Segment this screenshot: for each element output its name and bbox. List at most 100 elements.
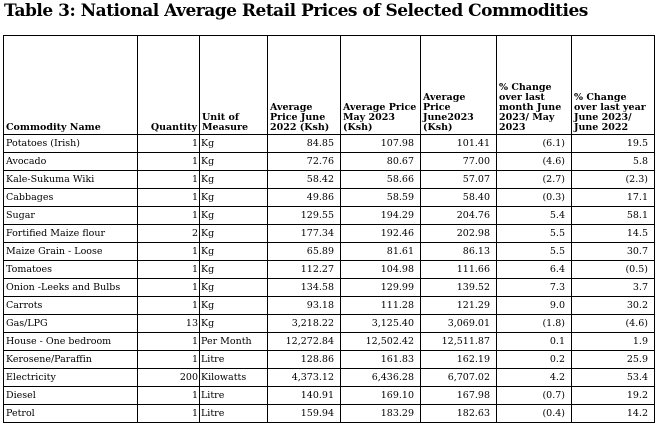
cell-unit: Kg bbox=[199, 224, 268, 243]
cell-pct-change-month: 4.2 bbox=[496, 368, 572, 387]
cell-pct-change-year: 5.8 bbox=[571, 152, 655, 171]
cell-pct-change-year: 17.1 bbox=[571, 188, 655, 207]
cell-price-may-2023: 192.46 bbox=[340, 224, 421, 243]
cell-price-june-2022: 49.86 bbox=[267, 188, 341, 207]
cell-commodity-name: Petrol bbox=[3, 404, 138, 423]
cell-pct-change-year: 3.7 bbox=[571, 278, 655, 297]
cell-price-june-2023: 121.29 bbox=[420, 296, 497, 315]
cell-pct-change-month: 9.0 bbox=[496, 296, 572, 315]
cell-price-june-2022: 129.55 bbox=[267, 206, 341, 225]
cell-commodity-name: Tomatoes bbox=[3, 260, 138, 279]
table-row: House - One bedroom 1 Per Month 12,272.84 12… bbox=[3, 332, 655, 351]
cell-price-june-2023: 58.40 bbox=[420, 188, 497, 207]
cell-price-june-2023: 101.41 bbox=[420, 134, 497, 153]
cell-quantity: 2 bbox=[137, 224, 200, 243]
cell-price-june-2022: 84.85 bbox=[267, 134, 341, 153]
cell-pct-change-month: (2.7) bbox=[496, 170, 572, 189]
cell-price-june-2023: 162.19 bbox=[420, 350, 497, 369]
cell-quantity: 1 bbox=[137, 134, 200, 153]
cell-commodity-name: Carrots bbox=[3, 296, 138, 315]
cell-pct-change-year: 25.9 bbox=[571, 350, 655, 369]
cell-price-june-2023: 57.07 bbox=[420, 170, 497, 189]
cell-pct-change-year: 19.5 bbox=[571, 134, 655, 153]
cell-unit: Litre bbox=[199, 350, 268, 369]
cell-quantity: 1 bbox=[137, 206, 200, 225]
cell-pct-change-month: (0.3) bbox=[496, 188, 572, 207]
cell-price-june-2023: 86.13 bbox=[420, 242, 497, 261]
cell-unit: Litre bbox=[199, 386, 268, 405]
cell-price-june-2022: 177.34 bbox=[267, 224, 341, 243]
cell-unit: Kg bbox=[199, 314, 268, 333]
table-row: Fortified Maize flour 2 Kg 177.34 192.46 202.… bbox=[3, 224, 655, 243]
cell-pct-change-year: 53.4 bbox=[571, 368, 655, 387]
cell-quantity: 200 bbox=[137, 368, 200, 387]
cell-unit: Per Month bbox=[199, 332, 268, 351]
cell-pct-change-year: 30.7 bbox=[571, 242, 655, 261]
cell-unit: Kg bbox=[199, 152, 268, 171]
cell-quantity: 1 bbox=[137, 296, 200, 315]
cell-price-june-2022: 3,218.22 bbox=[267, 314, 341, 333]
cell-price-june-2022: 140.91 bbox=[267, 386, 341, 405]
cell-unit: Kg bbox=[199, 206, 268, 225]
cell-price-may-2023: 183.29 bbox=[340, 404, 421, 423]
cell-unit: Kg bbox=[199, 296, 268, 315]
table-row: Electricity 200 Kilowatts 4,373.12 6,436.28 6… bbox=[3, 368, 655, 387]
cell-pct-change-month: 7.3 bbox=[496, 278, 572, 297]
cell-price-june-2022: 58.42 bbox=[267, 170, 341, 189]
cell-unit: Kg bbox=[199, 278, 268, 297]
cell-price-june-2023: 204.76 bbox=[420, 206, 497, 225]
cell-pct-change-month: 6.4 bbox=[496, 260, 572, 279]
table-row: Petrol 1 Litre 159.94 183.29 182.63 (0.4) 14.2 bbox=[3, 404, 655, 423]
cell-pct-change-month: 5.5 bbox=[496, 224, 572, 243]
cell-price-june-2023: 139.52 bbox=[420, 278, 497, 297]
table-row: Gas/LPG 13 Kg 3,218.22 3,125.40 3,069.01 (1.8)… bbox=[3, 314, 655, 333]
cell-price-may-2023: 161.83 bbox=[340, 350, 421, 369]
cell-commodity-name: Avocado bbox=[3, 152, 138, 171]
cell-price-june-2023: 182.63 bbox=[420, 404, 497, 423]
cell-price-may-2023: 81.61 bbox=[340, 242, 421, 261]
cell-commodity-name: Kerosene/Paraffin bbox=[3, 350, 138, 369]
header-price-june-2022: Average Price June 2022 (Ksh) bbox=[267, 35, 341, 135]
table-row: Kale-Sukuma Wiki 1 Kg 58.42 58.66 57.07 (2.7)(… bbox=[3, 170, 655, 189]
cell-quantity: 1 bbox=[137, 260, 200, 279]
cell-price-june-2023: 77.00 bbox=[420, 152, 497, 171]
cell-commodity-name: Electricity bbox=[3, 368, 138, 387]
cell-pct-change-month: (6.1) bbox=[496, 134, 572, 153]
cell-price-june-2022: 134.58 bbox=[267, 278, 341, 297]
cell-quantity: 1 bbox=[137, 350, 200, 369]
cell-quantity: 1 bbox=[137, 404, 200, 423]
cell-quantity: 1 bbox=[137, 170, 200, 189]
cell-commodity-name: Fortified Maize flour bbox=[3, 224, 138, 243]
cell-price-june-2022: 72.76 bbox=[267, 152, 341, 171]
cell-pct-change-month: 0.1 bbox=[496, 332, 572, 351]
cell-unit: Kilowatts bbox=[199, 368, 268, 387]
cell-quantity: 1 bbox=[137, 278, 200, 297]
header-price-may-2023: Average Price May 2023 (Ksh) bbox=[340, 35, 421, 135]
cell-commodity-name: Kale-Sukuma Wiki bbox=[3, 170, 138, 189]
cell-unit: Kg bbox=[199, 242, 268, 261]
table-row: Diesel 1 Litre 140.91 169.10 167.98 (0.7) 19.2 bbox=[3, 386, 655, 405]
cell-quantity: 1 bbox=[137, 152, 200, 171]
cell-commodity-name: Gas/LPG bbox=[3, 314, 138, 333]
cell-price-june-2023: 3,069.01 bbox=[420, 314, 497, 333]
header-price-june-2023: Average Price June2023 (Ksh) bbox=[420, 35, 497, 135]
cell-price-june-2023: 6,707.02 bbox=[420, 368, 497, 387]
cell-pct-change-month: (0.4) bbox=[496, 404, 572, 423]
cell-unit: Kg bbox=[199, 188, 268, 207]
cell-price-june-2022: 4,373.12 bbox=[267, 368, 341, 387]
cell-price-may-2023: 111.28 bbox=[340, 296, 421, 315]
cell-pct-change-year: (2.3) bbox=[571, 170, 655, 189]
cell-pct-change-year: (0.5) bbox=[571, 260, 655, 279]
cell-quantity: 13 bbox=[137, 314, 200, 333]
cell-pct-change-year: 30.2 bbox=[571, 296, 655, 315]
cell-price-june-2023: 167.98 bbox=[420, 386, 497, 405]
cell-price-may-2023: 80.67 bbox=[340, 152, 421, 171]
cell-price-june-2022: 112.27 bbox=[267, 260, 341, 279]
cell-commodity-name: Maize Grain - Loose bbox=[3, 242, 138, 261]
cell-pct-change-year: 14.2 bbox=[571, 404, 655, 423]
cell-pct-change-year: 19.2 bbox=[571, 386, 655, 405]
cell-price-june-2023: 12,511.87 bbox=[420, 332, 497, 351]
cell-price-june-2023: 202.98 bbox=[420, 224, 497, 243]
cell-commodity-name: Onion -Leeks and Bulbs bbox=[3, 278, 138, 297]
cell-price-may-2023: 169.10 bbox=[340, 386, 421, 405]
